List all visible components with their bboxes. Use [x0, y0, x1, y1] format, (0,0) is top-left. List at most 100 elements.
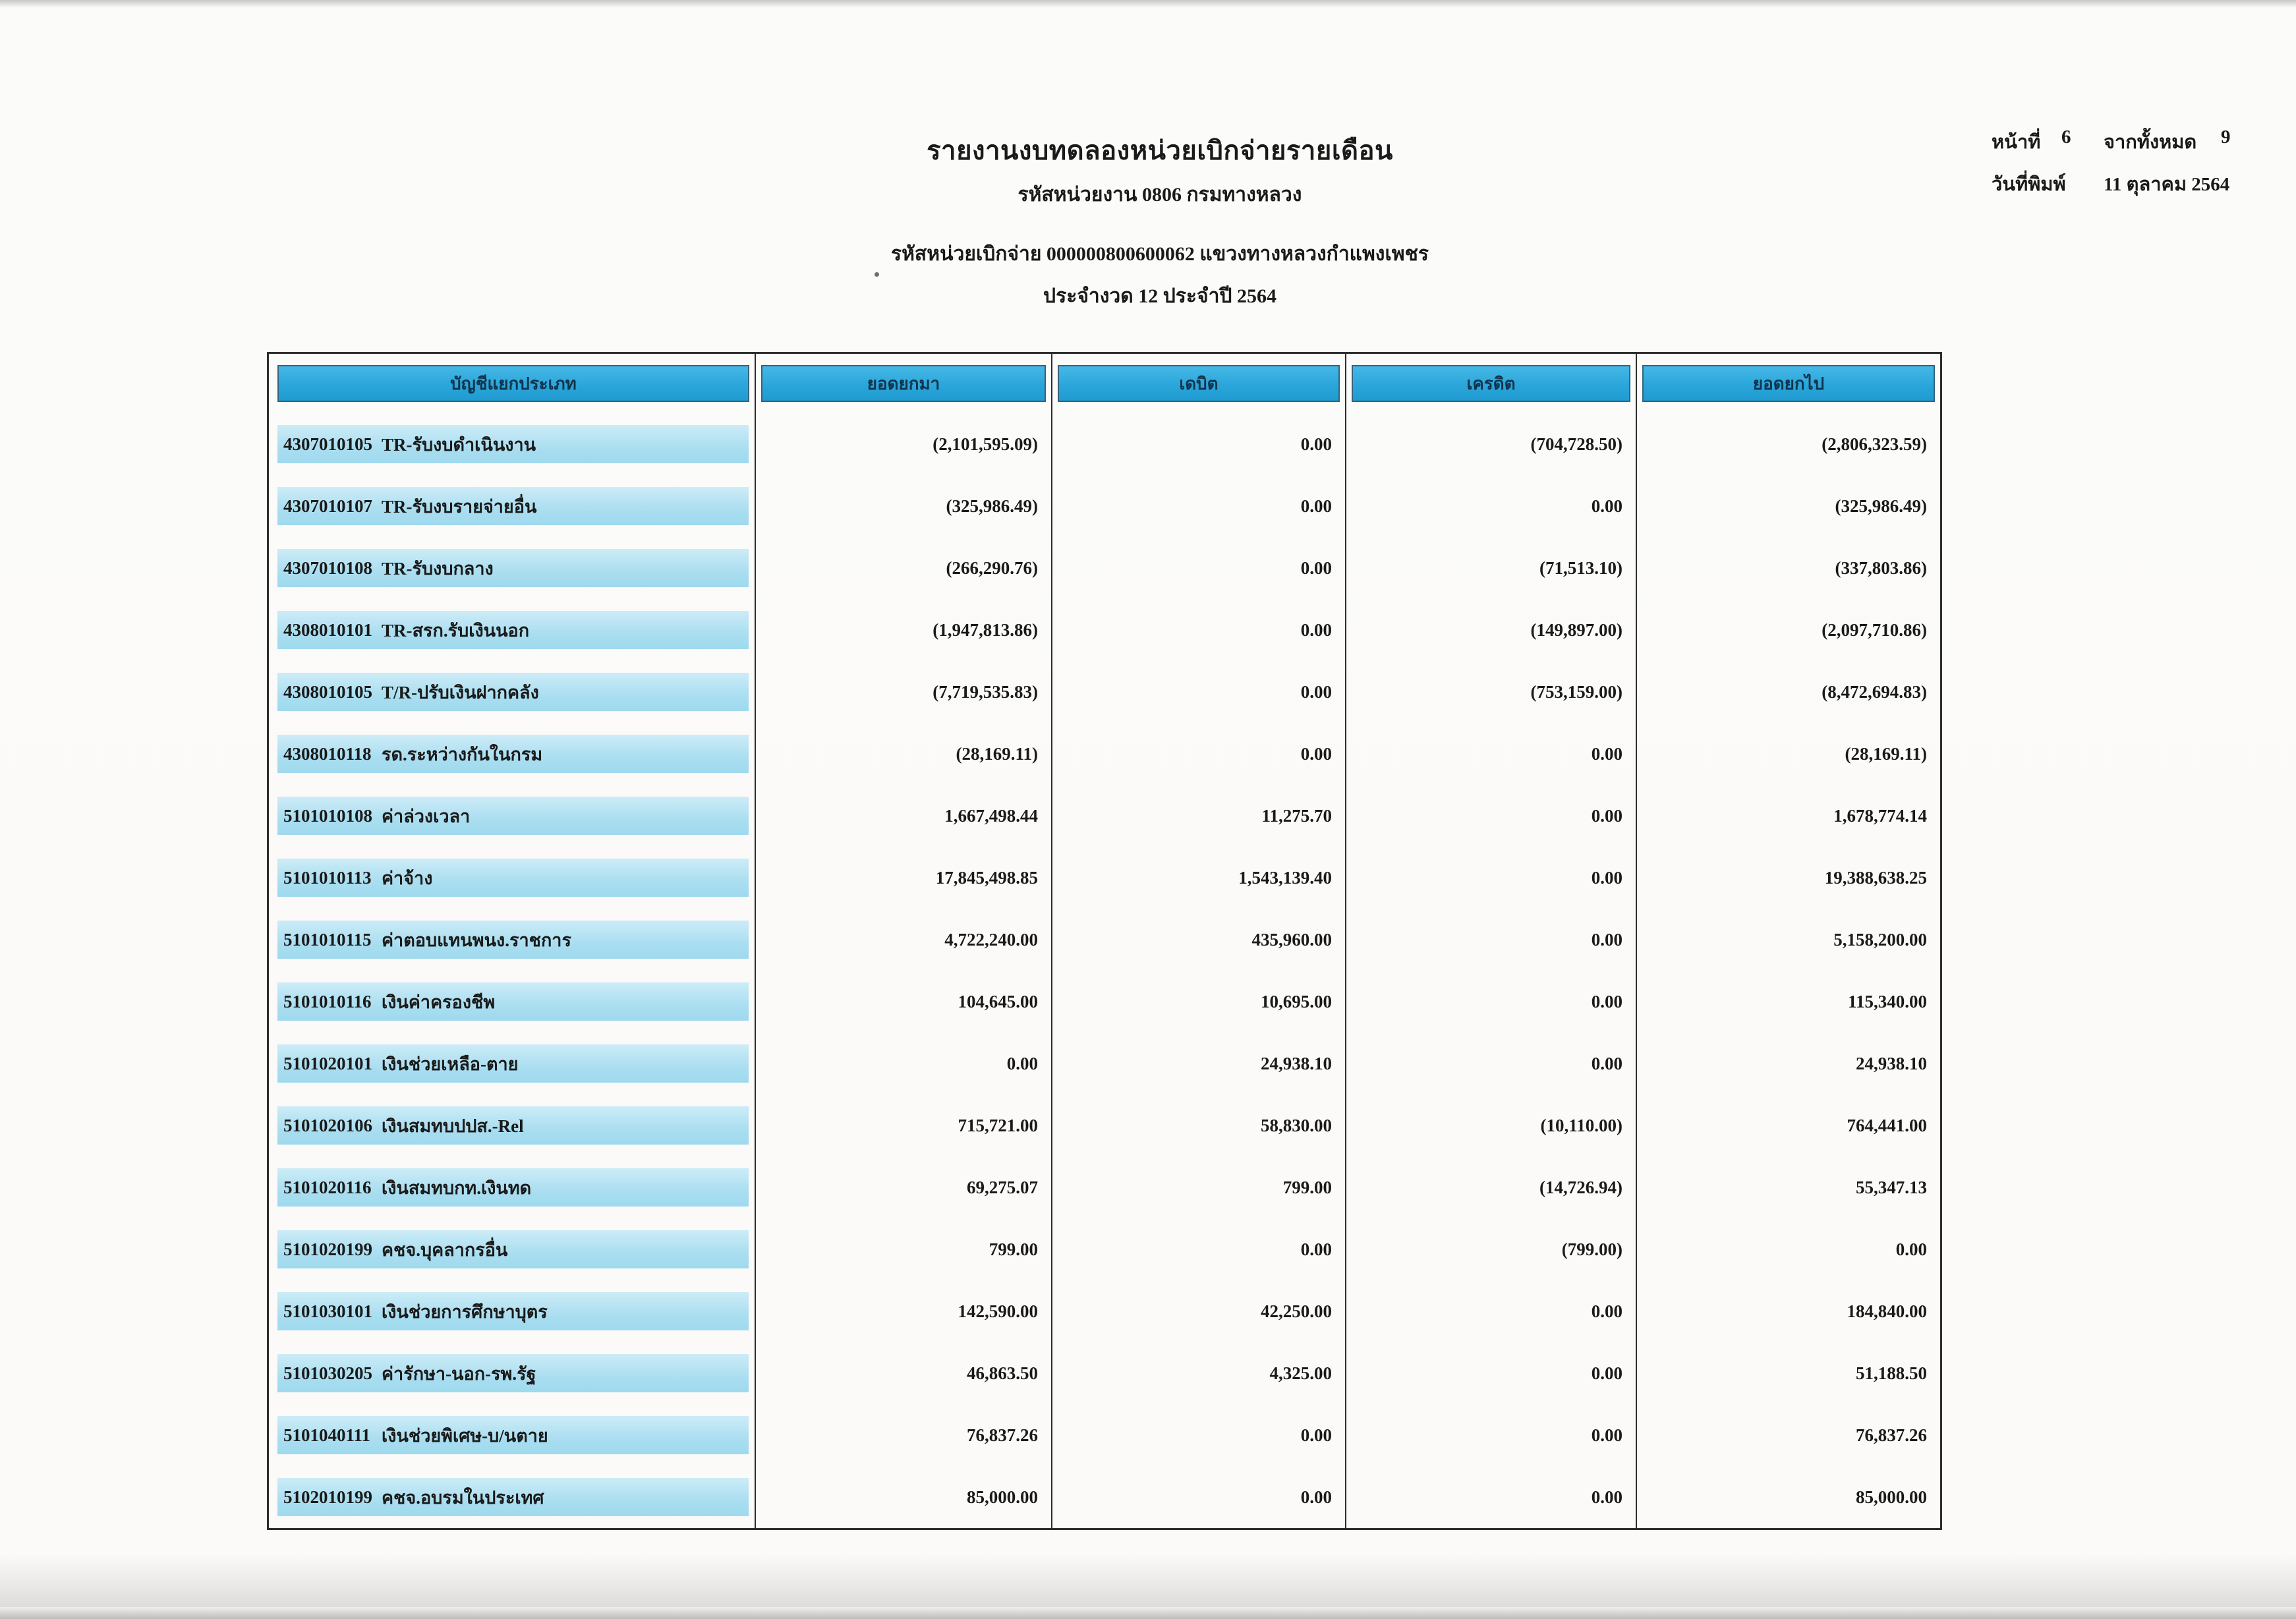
- account-name: TR-รับงบกลาง: [382, 558, 494, 579]
- report-title: รายงานงบทดลองหน่วยเบิกจ่ายรายเดือน: [927, 136, 1393, 165]
- balance-brought-forward: (325,986.49): [755, 475, 1051, 537]
- credit-amount: 0.00: [1345, 1466, 1636, 1528]
- balance-carried-forward: (2,097,710.86): [1636, 599, 1940, 661]
- total-pages: 9: [2221, 127, 2231, 148]
- table-row: 5101010113 ค่าจ้าง 17,845,498.85 1,543,1…: [269, 847, 1940, 909]
- debit-amount: 0.00: [1051, 475, 1345, 537]
- account-code: 5101010115: [283, 929, 372, 950]
- credit-amount: 0.00: [1345, 971, 1636, 1033]
- account-name: เงินช่วยการศึกษาบุตร: [382, 1301, 548, 1322]
- account-name: ค่าล่วงเวลา: [382, 806, 471, 826]
- table-row: 5101040111 เงินช่วยพิเศษ-บ/นตาย 76,837.2…: [269, 1404, 1940, 1466]
- account-band: 5101010115 ค่าตอบแทนพนง.ราชการ: [277, 921, 749, 959]
- table-row: 4307010108 TR-รับงบกลาง (266,290.76) 0.0…: [269, 537, 1940, 599]
- balance-brought-forward: 76,837.26: [755, 1404, 1051, 1466]
- col-header-carried-forward: ยอดยกไป: [1642, 365, 1935, 402]
- debit-amount: 1,543,139.40: [1051, 847, 1345, 909]
- col-header-brought-forward: ยอดยกมา: [761, 365, 1046, 402]
- account-cell: 5102010199 คชจ.อบรมในประเทศ: [269, 1466, 755, 1528]
- table-row: 5102010199 คชจ.อบรมในประเทศ 85,000.00 0.…: [269, 1466, 1940, 1528]
- balance-carried-forward: 184,840.00: [1636, 1280, 1940, 1342]
- account-cell: 5101030205 ค่ารักษา-นอก-รพ.รัฐ: [269, 1342, 755, 1404]
- debit-amount: 0.00: [1051, 537, 1345, 599]
- balance-carried-forward: (337,803.86): [1636, 537, 1940, 599]
- account-cell: 4307010105 TR-รับงบดำเนินงาน: [269, 413, 755, 475]
- col-header-account-cell: บัญชีแยกประเภท: [269, 354, 755, 413]
- account-cell: 4308010101 TR-สรก.รับเงินนอก: [269, 599, 755, 661]
- col-header-debit-cell: เดบิต: [1051, 354, 1345, 413]
- credit-amount: (799.00): [1345, 1218, 1636, 1280]
- debit-amount: 0.00: [1051, 1466, 1345, 1528]
- debit-amount: 0.00: [1051, 661, 1345, 723]
- account-name: TR-รับงบดำเนินงาน: [382, 434, 536, 455]
- table-row: 5101020199 คชจ.บุคลากรอื่น 799.00 0.00 (…: [269, 1218, 1940, 1280]
- account-code: 4308010101: [283, 619, 372, 640]
- balance-carried-forward: 19,388,638.25: [1636, 847, 1940, 909]
- account-cell: 5101020101 เงินช่วยเหลือ-ตาย: [269, 1033, 755, 1094]
- account-name: คชจ.อบรมในประเทศ: [382, 1487, 544, 1508]
- table-row: 5101030205 ค่ารักษา-นอก-รพ.รัฐ 46,863.50…: [269, 1342, 1940, 1404]
- account-cell: 4307010107 TR-รับงบรายจ่ายอื่น: [269, 475, 755, 537]
- disbursement-unit-line: รหัสหน่วยเบิกจ่าย 000000800600062 แขวงทา…: [891, 243, 1429, 265]
- col-header-credit-cell: เครดิต: [1345, 354, 1636, 413]
- balance-carried-forward: 51,188.50: [1636, 1342, 1940, 1404]
- account-code: 5101020199: [283, 1239, 372, 1259]
- table-row: 5101010115 ค่าตอบแทนพนง.ราชการ 4,722,240…: [269, 909, 1940, 971]
- account-band: 4307010108 TR-รับงบกลาง: [277, 549, 749, 587]
- balance-brought-forward: (7,719,535.83): [755, 661, 1051, 723]
- balance-carried-forward: 24,938.10: [1636, 1033, 1940, 1094]
- account-code: 4308010105: [283, 681, 372, 702]
- balance-brought-forward: 46,863.50: [755, 1342, 1051, 1404]
- balance-brought-forward: (2,101,595.09): [755, 413, 1051, 475]
- account-band: 5101030205 ค่ารักษา-นอก-รพ.รัฐ: [277, 1354, 749, 1392]
- page-meta: หน้าที่ 6 จากทั้งหมด 9 วันที่พิมพ์ 11 ตุ…: [1992, 127, 2275, 199]
- debit-amount: 42,250.00: [1051, 1280, 1345, 1342]
- col-header-account: บัญชีแยกประเภท: [277, 365, 749, 402]
- account-band: 5101010108 ค่าล่วงเวลา: [277, 797, 749, 835]
- debit-amount: 58,830.00: [1051, 1094, 1345, 1156]
- account-code: 4307010107: [283, 496, 372, 516]
- balance-carried-forward: (2,806,323.59): [1636, 413, 1940, 475]
- balance-brought-forward: 715,721.00: [755, 1094, 1051, 1156]
- account-name: เงินช่วยเหลือ-ตาย: [382, 1054, 519, 1074]
- account-code: 5101010116: [283, 991, 372, 1011]
- account-code: 5101030205: [283, 1363, 372, 1383]
- col-header-brought-forward-cell: ยอดยกมา: [755, 354, 1051, 413]
- account-name: TR-สรก.รับเงินนอก: [382, 620, 530, 640]
- balance-carried-forward: 55,347.13: [1636, 1156, 1940, 1218]
- debit-amount: 10,695.00: [1051, 971, 1345, 1033]
- credit-amount: (704,728.50): [1345, 413, 1636, 475]
- balance-carried-forward: 5,158,200.00: [1636, 909, 1940, 971]
- account-cell: 5101010113 ค่าจ้าง: [269, 847, 755, 909]
- account-band: 5101020116 เงินสมทบกท.เงินทด: [277, 1168, 749, 1207]
- account-cell: 5101010108 ค่าล่วงเวลา: [269, 785, 755, 847]
- debit-amount: 0.00: [1051, 723, 1345, 785]
- table-row: 5101010116 เงินค่าครองชีพ 104,645.00 10,…: [269, 971, 1940, 1033]
- balance-brought-forward: 104,645.00: [755, 971, 1051, 1033]
- debit-amount: 0.00: [1051, 1404, 1345, 1466]
- account-code: 5101040111: [283, 1425, 371, 1445]
- table-row: 5101020116 เงินสมทบกท.เงินทด 69,275.07 7…: [269, 1156, 1940, 1218]
- account-band: 5101010113 ค่าจ้าง: [277, 859, 749, 897]
- debit-amount: 0.00: [1051, 1218, 1345, 1280]
- account-name: คชจ.บุคลากรอื่น: [382, 1239, 508, 1260]
- account-cell: 5101020116 เงินสมทบกท.เงินทด: [269, 1156, 755, 1218]
- credit-amount: 0.00: [1345, 723, 1636, 785]
- credit-amount: (14,726.94): [1345, 1156, 1636, 1218]
- account-band: 4308010105 T/R-ปรับเงินฝากคลัง: [277, 673, 749, 711]
- account-cell: 5101040111 เงินช่วยพิเศษ-บ/นตาย: [269, 1404, 755, 1466]
- page-label: หน้าที่: [1992, 132, 2041, 153]
- table-row: 4308010118 รด.ระหว่างกันในกรม (28,169.11…: [269, 723, 1940, 785]
- account-cell: 4308010105 T/R-ปรับเงินฝากคลัง: [269, 661, 755, 723]
- account-code: 5101020106: [283, 1115, 372, 1135]
- account-cell: 5101020106 เงินสมทบปปส.-Rel: [269, 1094, 755, 1156]
- balance-brought-forward: 85,000.00: [755, 1466, 1051, 1528]
- account-band: 5102010199 คชจ.อบรมในประเทศ: [277, 1478, 749, 1516]
- account-code: 5101020116: [283, 1177, 372, 1197]
- balance-brought-forward: 0.00: [755, 1033, 1051, 1094]
- account-name: T/R-ปรับเงินฝากคลัง: [382, 682, 539, 702]
- col-header-credit: เครดิต: [1352, 365, 1630, 402]
- account-band: 5101010116 เงินค่าครองชีพ: [277, 982, 749, 1021]
- table-header-row: บัญชีแยกประเภท ยอดยกมา เดบิต เครดิต ยอดย…: [269, 354, 1940, 413]
